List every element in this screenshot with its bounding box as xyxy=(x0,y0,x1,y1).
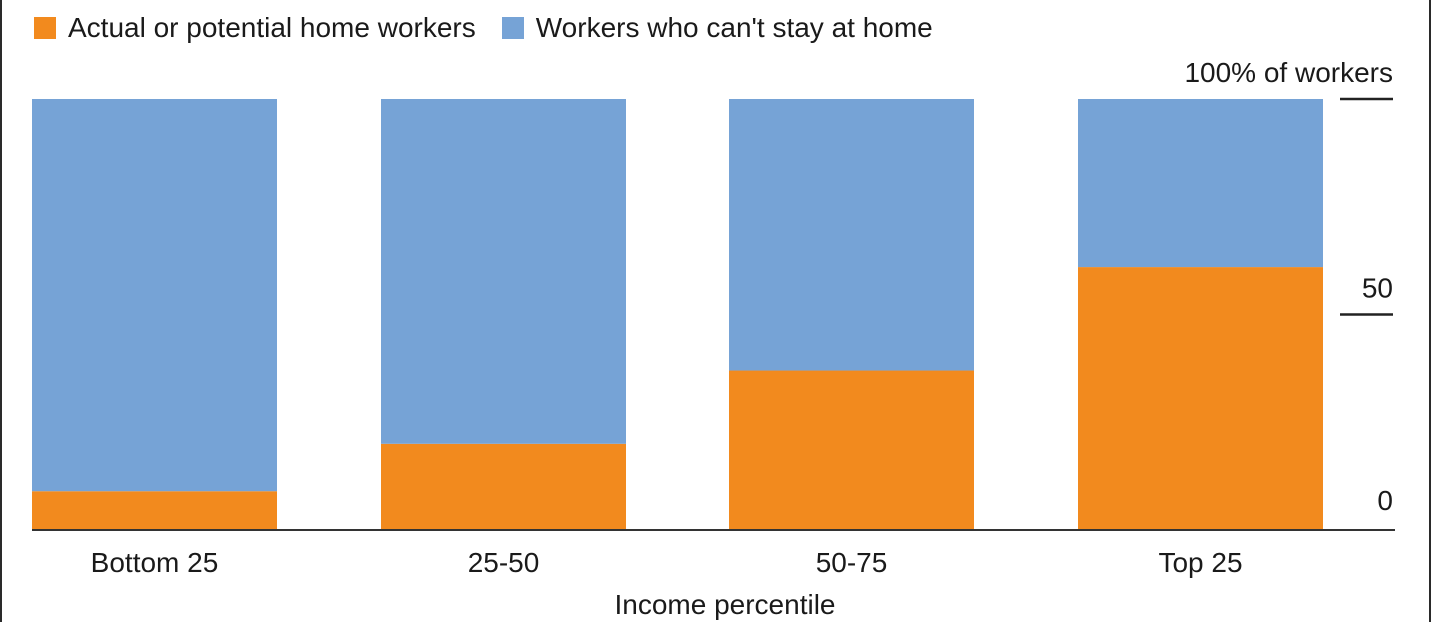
bar-top-25-home-workers xyxy=(1078,267,1323,530)
x-tick-label-25-50: 25-50 xyxy=(468,547,540,578)
bar-25-50-cant-stay-home xyxy=(381,99,626,444)
y-tick-label-100: 100% of workers xyxy=(1184,57,1393,88)
bar-bottom-25-home-workers xyxy=(32,491,277,530)
legend-label-cant-stay-home: Workers who can't stay at home xyxy=(535,12,933,43)
x-tick-label-50-75: 50-75 xyxy=(816,547,888,578)
bar-bottom-25-cant-stay-home xyxy=(32,99,277,492)
x-tick-label-bottom-25: Bottom 25 xyxy=(91,547,219,578)
legend-item-cant-stay-home: Workers who can't stay at home xyxy=(501,12,933,44)
bar-50-75-home-workers xyxy=(729,370,974,530)
bar-25-50-home-workers xyxy=(381,443,626,530)
legend-item-home-workers: Actual or potential home workers xyxy=(34,12,476,44)
legend-swatch-cant-stay-home xyxy=(501,17,524,39)
x-tick-label-top-25: Top 25 xyxy=(1158,547,1242,578)
legend-swatch-home-workers xyxy=(34,17,56,39)
bar-50-75-cant-stay-home xyxy=(729,99,974,371)
bar-top-25-cant-stay-home xyxy=(1078,99,1323,268)
y-tick-label-0: 0 xyxy=(1377,485,1393,516)
y-tick-label-50: 50 xyxy=(1362,273,1393,304)
legend-label-home-workers: Actual or potential home workers xyxy=(68,12,476,43)
x-axis-title: Income percentile xyxy=(614,589,835,620)
legend: Actual or potential home workers Workers… xyxy=(34,8,959,48)
